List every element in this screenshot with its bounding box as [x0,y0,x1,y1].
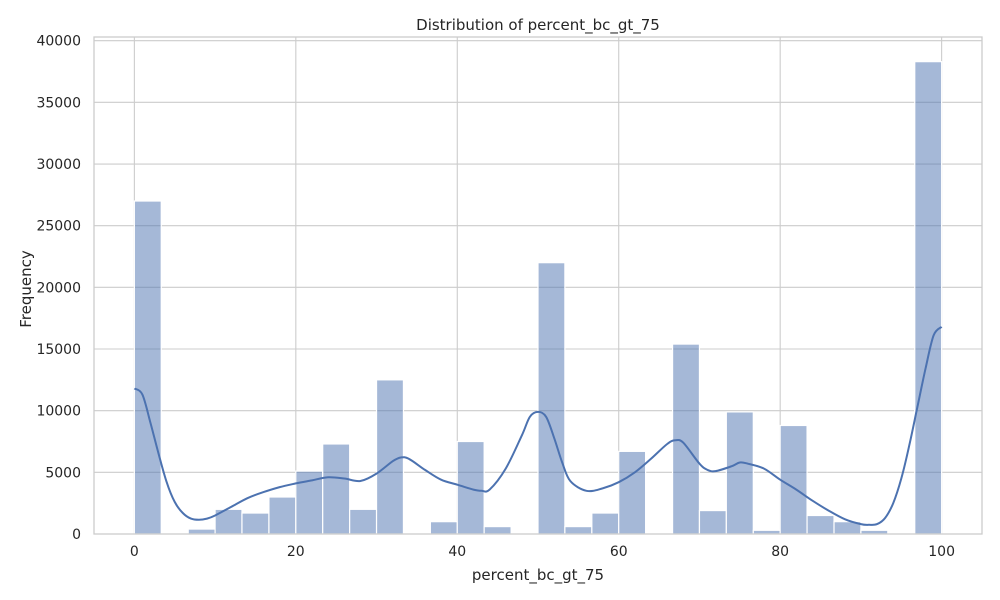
y-tick-label: 20000 [36,280,81,296]
histogram-bar [241,512,270,535]
histogram-bars [133,61,943,535]
kde-curve-group [133,326,943,526]
histogram-bar [698,509,727,535]
histogram-bar [483,526,512,535]
histogram-bar [671,343,701,535]
x-tick-labels: 0 20 40 60 80 100 [130,544,955,560]
histogram-bar [187,528,216,535]
x-axis-label: percent_bc_gt_75 [472,566,604,585]
histogram-bar [618,450,647,535]
y-axis-label: Frequency [17,250,35,328]
y-tick-label: 35000 [36,95,81,111]
histogram-bar [133,200,162,535]
histogram-bar [725,411,754,535]
histogram-bar [806,514,835,535]
x-tick-label: 60 [610,544,628,560]
x-tick-label: 80 [771,544,789,560]
plot-border [93,36,983,535]
y-tick-label: 30000 [36,157,81,173]
histogram-bar [914,61,943,535]
y-tick-label: 15000 [36,342,81,358]
y-tick-labels: 0 5000 10000 15000 20000 25000 30000 35000 40000 [36,34,81,543]
x-tick-label: 40 [448,544,466,560]
histogram-bar [268,496,297,535]
y-tick-label: 10000 [36,404,81,420]
histogram-bar [537,262,566,535]
y-tick-label: 25000 [36,219,81,235]
histogram-bar [591,512,620,535]
histogram-bar [429,521,458,535]
histogram-bar [322,443,351,535]
histogram-bar [349,508,378,535]
x-tick-label: 0 [130,544,139,560]
histogram-bar [779,424,808,535]
y-tick-label: 0 [72,527,81,543]
x-tick-label: 100 [928,544,955,560]
chart-title: Distribution of percent_bc_gt_75 [416,16,660,35]
y-tick-label: 40000 [36,34,81,50]
kde-curve [133,326,943,526]
histogram-bar [456,440,485,535]
histogram-bar [564,526,593,535]
y-tick-label: 5000 [45,465,81,481]
x-tick-label: 20 [287,544,305,560]
axes-frame [93,36,983,535]
